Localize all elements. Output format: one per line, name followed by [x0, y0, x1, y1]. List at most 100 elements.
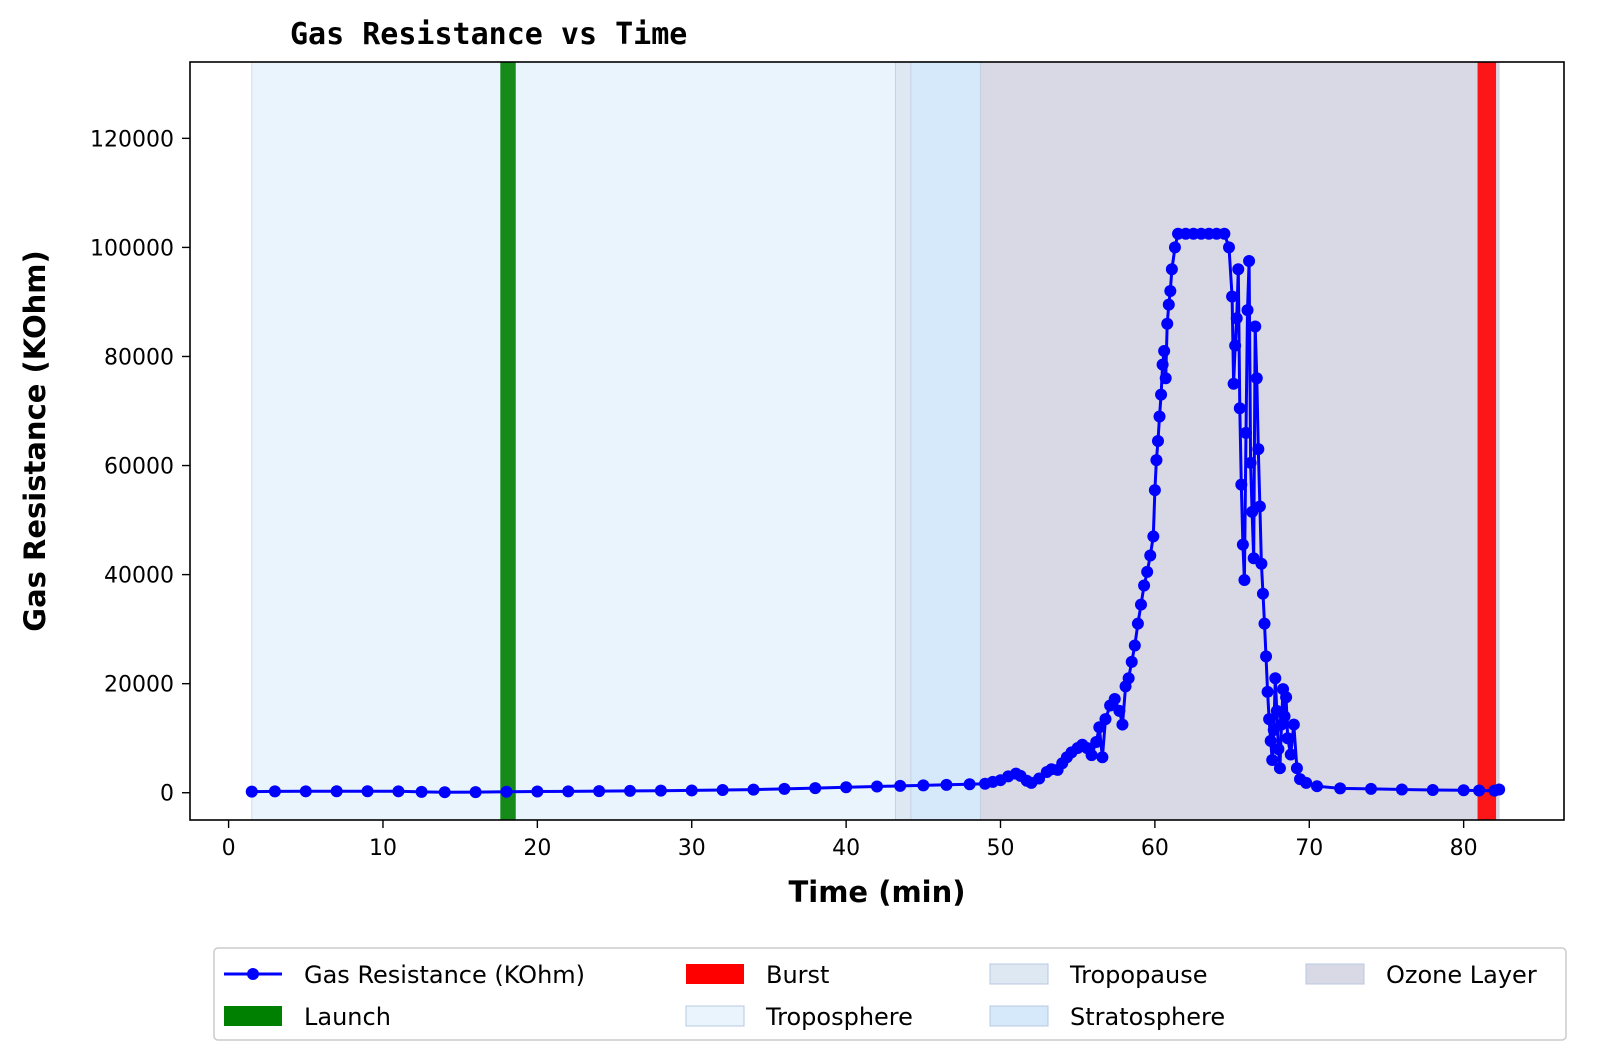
- data-point: [1122, 672, 1135, 685]
- x-tick-label: 60: [1141, 836, 1169, 861]
- data-point: [1260, 650, 1273, 663]
- data-point: [1278, 710, 1291, 723]
- legend-item: Launch: [224, 1003, 391, 1031]
- data-point: [1085, 749, 1098, 762]
- data-point: [1300, 776, 1313, 789]
- data-point: [1229, 339, 1242, 352]
- data-point: [778, 782, 791, 795]
- data-point: [1253, 500, 1266, 513]
- data-point: [1493, 783, 1506, 796]
- legend-patch-swatch: [224, 1006, 282, 1026]
- data-point: [1249, 320, 1262, 333]
- data-point: [685, 784, 698, 797]
- legend-label: Stratosphere: [1070, 1003, 1225, 1031]
- data-point: [1226, 290, 1239, 303]
- legend-marker-swatch: [247, 968, 259, 980]
- data-point: [1232, 263, 1245, 276]
- legend: Gas Resistance (KOhm) Launch Burst Troposph…: [213, 947, 1567, 1041]
- data-point: [1148, 484, 1161, 497]
- data-point: [1243, 255, 1256, 268]
- y-tick-label: 120000: [90, 127, 174, 152]
- data-point: [330, 785, 343, 798]
- data-point: [1255, 557, 1268, 570]
- data-point: [1141, 565, 1154, 578]
- x-tick-label: 40: [832, 836, 860, 861]
- legend-label: Burst: [766, 961, 829, 989]
- data-point: [1116, 718, 1129, 731]
- data-point: [1261, 685, 1274, 698]
- data-point: [1150, 454, 1163, 467]
- data-point: [500, 785, 513, 798]
- data-point: [1236, 538, 1249, 551]
- data-point: [1239, 426, 1252, 439]
- data-point: [1426, 784, 1439, 797]
- legend-label: Gas Resistance (KOhm): [304, 961, 585, 989]
- legend-item: Tropopause: [989, 961, 1208, 989]
- y-tick-label: 0: [160, 782, 174, 807]
- data-point: [1284, 748, 1297, 761]
- data-point: [361, 785, 374, 798]
- legend-label: Launch: [304, 1003, 391, 1031]
- legend-patch-swatch: [1305, 963, 1365, 985]
- x-axis-label: Time (min): [788, 875, 965, 909]
- data-point: [1159, 372, 1172, 385]
- band-tropopause: [895, 61, 912, 821]
- legend-item: Burst: [686, 961, 829, 989]
- data-point: [438, 786, 451, 799]
- data-point: [963, 778, 976, 791]
- data-point: [1244, 456, 1257, 469]
- y-tick-label: 100000: [90, 236, 174, 261]
- data-point: [415, 785, 428, 798]
- plot-frame: [189, 61, 1565, 821]
- data-point: [1131, 617, 1144, 630]
- data-point: [562, 785, 575, 798]
- data-point: [1264, 734, 1277, 747]
- data-point: [1395, 783, 1408, 796]
- y-tick-label: 20000: [104, 673, 174, 698]
- x-tick-label: 80: [1450, 836, 1478, 861]
- data-point: [1258, 617, 1271, 630]
- data-point: [268, 785, 281, 798]
- data-point: [1281, 732, 1294, 745]
- data-point: [1113, 704, 1126, 717]
- data-point: [623, 784, 636, 797]
- data-point: [1256, 587, 1269, 600]
- legend-label: Tropopause: [1069, 961, 1208, 989]
- data-point: [1165, 263, 1178, 276]
- data-point: [940, 778, 953, 791]
- points-layer: [245, 227, 1506, 799]
- data-point: [1473, 784, 1486, 797]
- data-point: [809, 782, 822, 795]
- data-point: [1138, 579, 1151, 592]
- data-point: [299, 785, 312, 798]
- data-point: [1269, 672, 1282, 685]
- x-tick-label: 20: [523, 836, 551, 861]
- legend-label: Ozone Layer: [1386, 961, 1537, 989]
- data-point: [1164, 285, 1177, 298]
- data-point: [1334, 782, 1347, 795]
- data-point: [1287, 718, 1300, 731]
- legend-box: [213, 947, 1567, 1041]
- data-point: [1230, 312, 1243, 325]
- data-point: [245, 785, 258, 798]
- x-axis-ticks: 0 10 20 30 40 50 60 70 80: [222, 820, 1478, 861]
- data-point: [1457, 784, 1470, 797]
- data-point: [1252, 443, 1265, 456]
- data-point: [1090, 736, 1103, 749]
- data-point: [1099, 713, 1112, 726]
- data-point: [1290, 762, 1303, 775]
- legend-item: Gas Resistance (KOhm): [224, 961, 585, 989]
- data-point: [1238, 574, 1251, 587]
- x-tick-label: 0: [222, 836, 236, 861]
- y-tick-label: 40000: [104, 564, 174, 589]
- data-point: [1365, 782, 1378, 795]
- data-point: [392, 785, 405, 798]
- data-point: [1241, 304, 1254, 317]
- data-point: [1272, 743, 1285, 756]
- data-point: [654, 784, 667, 797]
- data-point: [894, 779, 907, 792]
- data-point: [1235, 478, 1248, 491]
- band-stratosphere: [910, 61, 981, 821]
- legend-label: Troposphere: [765, 1003, 913, 1031]
